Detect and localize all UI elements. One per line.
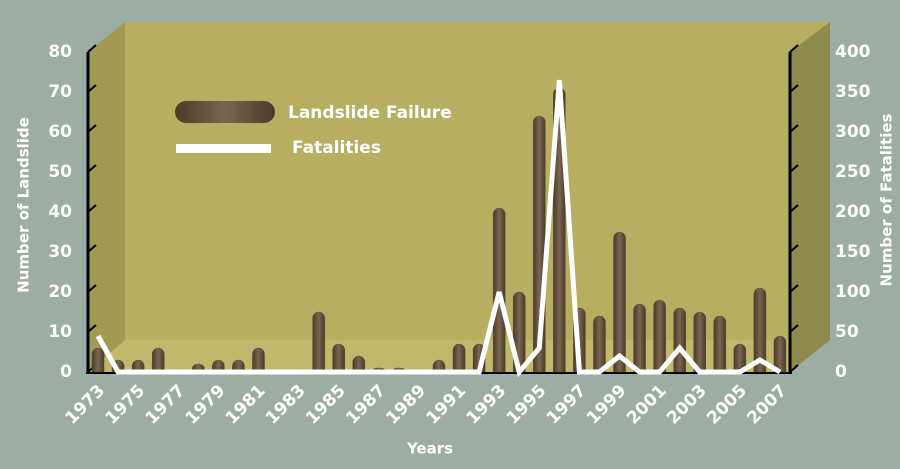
y-tick: [87, 124, 97, 133]
bar: [733, 343, 747, 373]
y-tick: [87, 204, 97, 213]
bar: [633, 303, 646, 373]
x-tick-label: 1991: [423, 381, 471, 429]
x-tick-label: 1987: [342, 381, 390, 429]
x-tick-label: 2003: [663, 381, 711, 429]
bar: [212, 359, 225, 373]
x-tick-label: 1977: [142, 381, 190, 429]
y-tick-label: 40: [48, 202, 72, 222]
bar: [352, 355, 366, 373]
y2-tick: [789, 164, 799, 173]
bar: [151, 347, 165, 373]
back-wall: [125, 22, 830, 340]
legend-label: Landslide Failure: [288, 103, 452, 123]
x-tick-label: 1979: [182, 381, 230, 429]
bar: [713, 315, 727, 373]
y2-tick: [789, 84, 799, 93]
x-tick-label: 2005: [703, 381, 751, 429]
left-wall: [88, 22, 125, 372]
y-tick-label: 0: [60, 362, 72, 382]
y-tick-label: 30: [48, 242, 72, 262]
x-tick-label: 1985: [302, 381, 350, 429]
bar: [773, 335, 787, 373]
y2-tick: [789, 124, 799, 133]
x-tick-label: 1973: [61, 381, 109, 429]
y2-tick: [789, 364, 799, 373]
y-tick: [87, 324, 97, 333]
y2-tick-label: 350: [835, 82, 871, 102]
y-tick-label: 70: [48, 82, 72, 102]
y2-tick-label: 400: [835, 42, 871, 62]
y2-tick: [789, 244, 799, 253]
x-tick-label: 2001: [623, 381, 671, 429]
bar: [673, 307, 686, 373]
legend-swatch: [175, 101, 275, 123]
bar: [492, 207, 506, 373]
y-tick-label: 20: [48, 282, 72, 302]
bar: [232, 359, 245, 373]
legend-swatch: [176, 144, 271, 153]
y-tick-label: 10: [48, 322, 72, 342]
x-tick-label: 1993: [463, 381, 511, 429]
y2-tick-label: 50: [835, 322, 859, 342]
bar: [332, 343, 345, 373]
x-tick-label: 2007: [743, 381, 791, 429]
y2-tick-label: 150: [835, 242, 871, 262]
right-wall: [790, 22, 830, 372]
y2-tick: [789, 204, 799, 213]
y-tick-label: 60: [48, 122, 72, 142]
y2-tick: [789, 284, 799, 293]
bar: [693, 311, 706, 373]
bar: [613, 231, 626, 373]
y2-axis-title: Number of Fatalities: [878, 113, 896, 286]
bar: [593, 315, 606, 373]
y2-tick: [789, 324, 799, 333]
bar: [653, 299, 666, 373]
y-axis-title: Number of Landslide: [15, 117, 33, 293]
bar: [91, 347, 105, 373]
bar: [432, 359, 446, 373]
y2-tick-label: 200: [835, 202, 871, 222]
bar: [753, 287, 767, 373]
x-tick-label: 1989: [382, 381, 430, 429]
x-axis-title: Years: [406, 440, 453, 458]
y-tick: [87, 284, 97, 293]
y2-tick-label: 300: [835, 122, 871, 142]
y-tick-label: 80: [48, 42, 72, 62]
bar: [131, 359, 145, 373]
x-tick-label: 1999: [583, 381, 631, 429]
y-tick: [87, 164, 97, 173]
bar: [452, 343, 466, 373]
x-tick-label: 1983: [262, 381, 310, 429]
y-tick: [87, 84, 97, 93]
bar: [252, 347, 265, 373]
x-tick-label: 1995: [503, 381, 551, 429]
y-tick: [87, 244, 97, 253]
y2-tick-label: 0: [835, 362, 847, 382]
y2-tick: [789, 44, 799, 53]
x-tick-label: 1981: [222, 381, 270, 429]
x-tick-label: 1975: [102, 381, 150, 429]
y2-tick-label: 100: [835, 282, 871, 302]
y-tick-label: 50: [48, 162, 72, 182]
bar: [312, 311, 325, 373]
y-tick: [87, 44, 97, 53]
y2-tick-label: 250: [835, 162, 871, 182]
legend-label: Fatalities: [292, 138, 381, 158]
x-tick-label: 1997: [543, 381, 591, 429]
line: [95, 79, 782, 378]
